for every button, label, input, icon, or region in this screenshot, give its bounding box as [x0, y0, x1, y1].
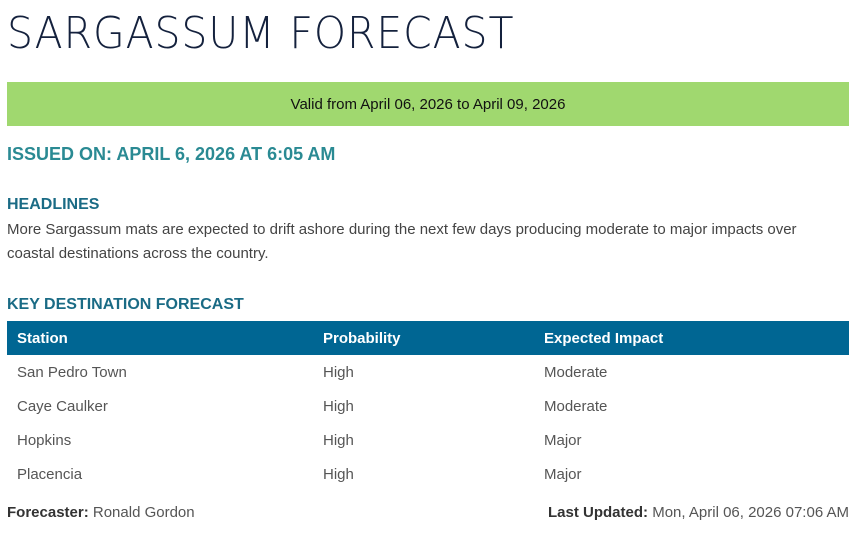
impact: Major — [544, 431, 582, 449]
table-header-row: Station Probability Expected Impact — [7, 321, 849, 355]
impact: Major — [544, 465, 582, 483]
table-row: Hopkins High Major — [7, 423, 849, 457]
station: Caye Caulker — [17, 397, 108, 415]
col-probability: Probability — [313, 321, 534, 355]
valid-text: Valid from April 06, 2026 to April 09, 2… — [290, 95, 566, 113]
last-updated-label: Last Updated: — [548, 504, 649, 521]
probability: High — [323, 363, 354, 381]
table-row: Caye Caulker High Moderate — [7, 389, 849, 423]
last-updated: Last Updated: Mon, April 06, 2026 07:06 … — [548, 504, 849, 521]
probability: High — [323, 431, 354, 449]
probability: High — [323, 465, 354, 483]
table-row: San Pedro Town High Moderate — [7, 355, 849, 389]
forecaster-name: Ronald Gordon — [92, 504, 195, 521]
probability: High — [323, 397, 354, 415]
forecaster: Forecaster: Ronald Gordon — [7, 504, 195, 521]
page-title: SARGASSUM FORECAST — [7, 8, 515, 59]
forecast-table: Station Probability Expected Impact San … — [7, 321, 849, 491]
issued-on: ISSUED ON: APRIL 6, 2026 AT 6:05 AM — [7, 144, 336, 164]
forecaster-label: Forecaster: — [7, 504, 89, 521]
table-row: Placencia High Major — [7, 457, 849, 491]
station: Hopkins — [17, 431, 72, 449]
impact: Moderate — [544, 363, 608, 381]
station: San Pedro Town — [17, 363, 127, 381]
col-expected-impact: Expected Impact — [534, 321, 849, 355]
headlines-text: More Sargassum mats are expected to drif… — [7, 221, 797, 262]
headlines-title: HEADLINES — [7, 196, 100, 213]
station: Placencia — [17, 465, 83, 483]
last-updated-value: Mon, April 06, 2026 07:06 AM — [652, 504, 849, 521]
key-destination-title: KEY DESTINATION FORECAST — [7, 296, 244, 313]
col-station: Station — [7, 321, 313, 355]
impact: Moderate — [544, 397, 608, 415]
valid-banner: Valid from April 06, 2026 to April 09, 2… — [7, 82, 849, 126]
